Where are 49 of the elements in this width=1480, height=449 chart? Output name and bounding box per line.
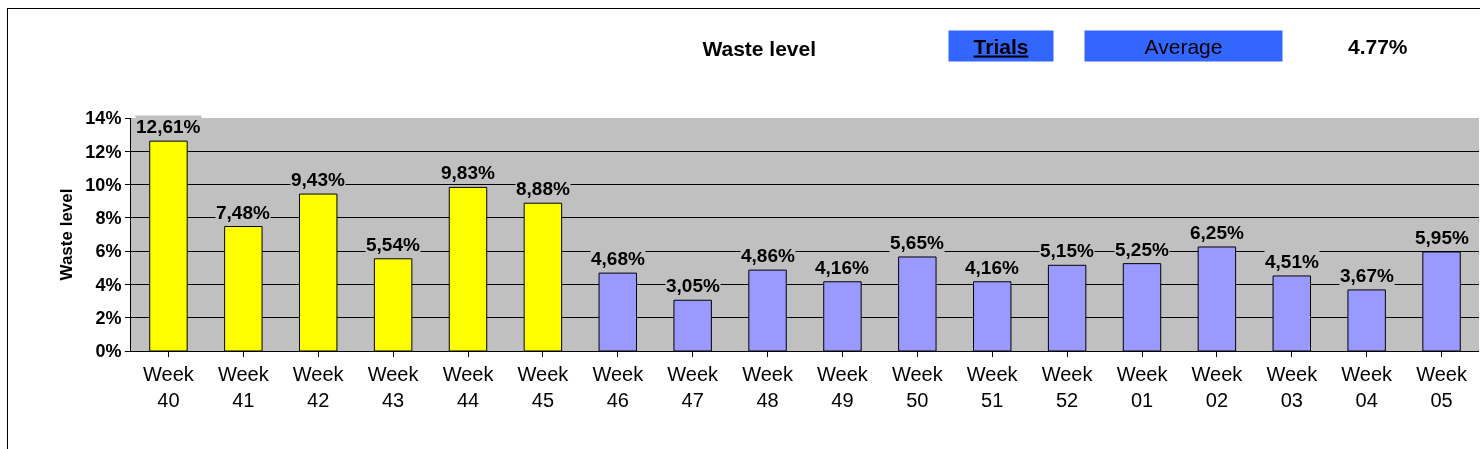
- y-axis-title: Waste level: [56, 188, 76, 281]
- x-tick-label: Week 02: [1191, 363, 1244, 411]
- text: 4.77%: [1348, 34, 1408, 58]
- x-tick-label: Week 47: [667, 363, 720, 411]
- y-tick-label: 10%: [85, 174, 122, 195]
- y-tick-label: 2%: [95, 308, 122, 329]
- y-tick-label: 0%: [95, 341, 122, 362]
- data-label: 5,54%: [366, 234, 420, 255]
- x-tick-label: Week 51: [966, 363, 1019, 411]
- y-tick-label: 4%: [95, 274, 122, 295]
- data-label: 3,67%: [1340, 265, 1394, 286]
- data-label: 4,68%: [591, 248, 645, 269]
- x-tick-label: Week 50: [891, 363, 944, 411]
- data-label: 7,48%: [216, 202, 270, 223]
- y-tick-label: 14%: [85, 108, 122, 129]
- data-label: 9,43%: [291, 169, 345, 190]
- x-tick-label: Week 46: [592, 363, 645, 411]
- y-tick-label: 12%: [85, 141, 122, 162]
- x-tick-label: Week 48: [742, 363, 794, 411]
- x-tick-label: Week 52: [1041, 363, 1094, 411]
- text: Average: [1144, 34, 1223, 58]
- data-label: 9,83%: [441, 162, 495, 183]
- x-tick-label: Week 40: [143, 363, 195, 411]
- x-tick-label: Week 03: [1266, 363, 1319, 411]
- data-label: 6,25%: [1190, 222, 1244, 243]
- data-label: 5,25%: [1115, 239, 1169, 260]
- x-tick-label: Week 04: [1341, 363, 1394, 411]
- text: Trials: [973, 34, 1029, 58]
- y-tick-label: 6%: [95, 241, 122, 262]
- x-tick-label: Week 01: [1116, 363, 1169, 411]
- data-label: 5,95%: [1415, 227, 1469, 248]
- data-label: 4,51%: [1265, 251, 1319, 272]
- x-tick-label: Week 49: [817, 363, 869, 411]
- chart-title: Waste level: [702, 37, 817, 61]
- data-label: 12,61%: [136, 116, 201, 137]
- x-tick-label: Week 43: [367, 363, 420, 411]
- x-tick-label: Week 05: [1416, 363, 1468, 411]
- data-label: 8,88%: [516, 178, 570, 199]
- x-tick-label: Week 44: [442, 363, 495, 411]
- x-tick-label: Week 41: [217, 363, 270, 411]
- data-label: 5,15%: [1040, 240, 1094, 261]
- x-tick-label: Week 45: [517, 363, 570, 411]
- y-tick-label: 8%: [95, 208, 122, 229]
- data-label: 3,05%: [666, 275, 720, 296]
- data-label: 5,65%: [890, 232, 944, 253]
- data-label: 4,16%: [965, 257, 1019, 278]
- data-label: 4,16%: [815, 257, 869, 278]
- x-tick-label: Week 42: [292, 363, 345, 411]
- data-label: 4,86%: [741, 245, 795, 266]
